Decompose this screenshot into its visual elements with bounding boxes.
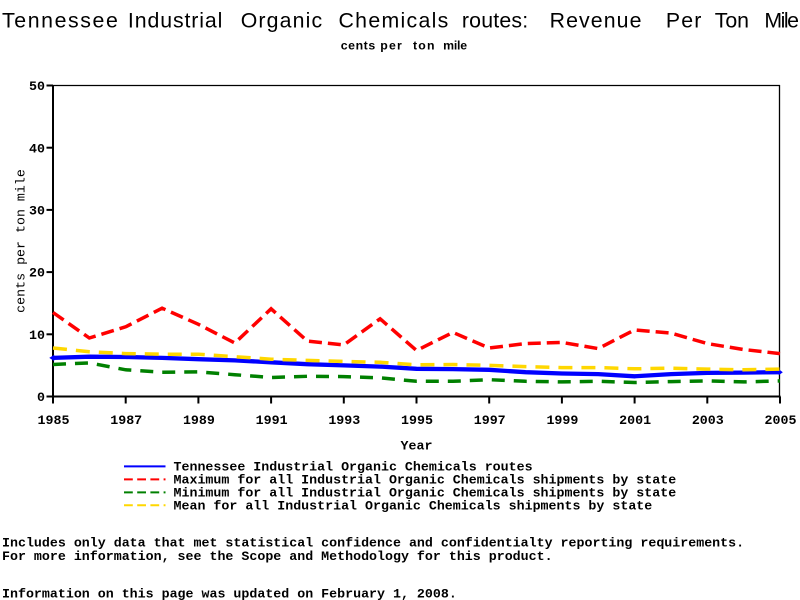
- svg-text:per: per: [380, 38, 403, 52]
- svg-text:Maximum for all Industrial Org: Maximum for all Industrial Organic Chemi…: [174, 472, 677, 487]
- svg-text:1999: 1999: [546, 413, 578, 428]
- svg-text:50: 50: [29, 79, 45, 94]
- svg-text:30: 30: [29, 204, 45, 219]
- svg-text:Per: Per: [666, 9, 703, 33]
- svg-text:Ton: Ton: [715, 9, 749, 33]
- svg-text:ton: ton: [413, 38, 436, 52]
- svg-text:cents: cents: [341, 38, 376, 52]
- svg-text:cents per ton mile: cents per ton mile: [14, 169, 29, 313]
- svg-text:mile: mile: [443, 38, 467, 52]
- svg-text:10: 10: [29, 328, 45, 343]
- svg-text:Industrial: Industrial: [128, 9, 223, 33]
- svg-text:Revenue: Revenue: [550, 9, 643, 33]
- svg-text:2005: 2005: [765, 413, 797, 428]
- svg-text:routes:: routes:: [462, 9, 529, 33]
- svg-text:1991: 1991: [256, 413, 288, 428]
- svg-text:Year: Year: [401, 439, 433, 454]
- svg-text:Minimum for all Industrial Org: Minimum for all Industrial Organic Chemi…: [174, 485, 677, 500]
- svg-text:Tennessee: Tennessee: [2, 9, 119, 33]
- svg-text:Organic: Organic: [241, 9, 324, 33]
- svg-text:Mile: Mile: [764, 9, 798, 33]
- svg-text:1985: 1985: [38, 413, 70, 428]
- svg-text:1995: 1995: [401, 413, 433, 428]
- svg-text:Information on this page was u: Information on this page was updated on …: [2, 586, 457, 600]
- svg-text:For more information, see the: For more information, see the Scope and …: [2, 549, 553, 564]
- svg-text:2003: 2003: [692, 413, 724, 428]
- svg-text:1987: 1987: [110, 413, 142, 428]
- svg-text:Chemicals: Chemicals: [339, 9, 450, 33]
- svg-text:40: 40: [29, 141, 45, 156]
- svg-text:1997: 1997: [474, 413, 506, 428]
- svg-text:Includes only data that met st: Includes only data that met statistical …: [2, 535, 744, 550]
- svg-text:Tennessee Industrial Organic C: Tennessee Industrial Organic Chemicals r…: [174, 459, 533, 474]
- svg-text:1989: 1989: [183, 413, 215, 428]
- svg-text:1993: 1993: [328, 413, 360, 428]
- svg-text:Mean for all Industrial Organi: Mean for all Industrial Organic Chemical…: [174, 498, 653, 513]
- svg-text:0: 0: [37, 390, 45, 405]
- svg-text:20: 20: [29, 266, 45, 281]
- svg-text:2001: 2001: [619, 413, 651, 428]
